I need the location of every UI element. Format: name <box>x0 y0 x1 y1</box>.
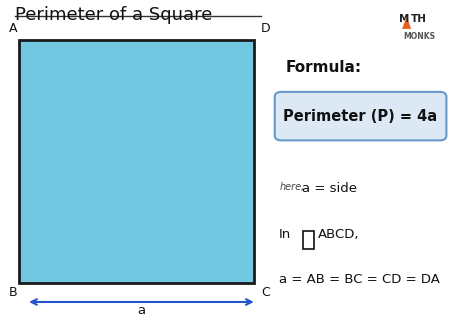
Text: a = AB = BC = CD = DA: a = AB = BC = CD = DA <box>279 273 440 286</box>
Text: In: In <box>279 228 292 241</box>
Text: D: D <box>261 22 271 35</box>
Text: here,: here, <box>279 182 304 192</box>
FancyBboxPatch shape <box>303 231 314 249</box>
Text: TH: TH <box>411 14 427 24</box>
Text: Perimeter of a Square: Perimeter of a Square <box>15 6 212 24</box>
Text: a: a <box>137 304 146 317</box>
Text: ABCD,: ABCD, <box>318 228 359 241</box>
FancyBboxPatch shape <box>19 40 255 283</box>
Text: M: M <box>399 14 410 24</box>
Text: a = side: a = side <box>302 182 357 195</box>
Text: B: B <box>9 287 17 300</box>
Text: C: C <box>261 287 270 300</box>
Text: MONKS: MONKS <box>403 32 436 41</box>
FancyBboxPatch shape <box>275 92 447 141</box>
Text: A: A <box>9 22 17 35</box>
Text: Perimeter (P) = 4a: Perimeter (P) = 4a <box>283 109 438 124</box>
Polygon shape <box>402 17 411 29</box>
Text: Formula:: Formula: <box>286 60 362 75</box>
